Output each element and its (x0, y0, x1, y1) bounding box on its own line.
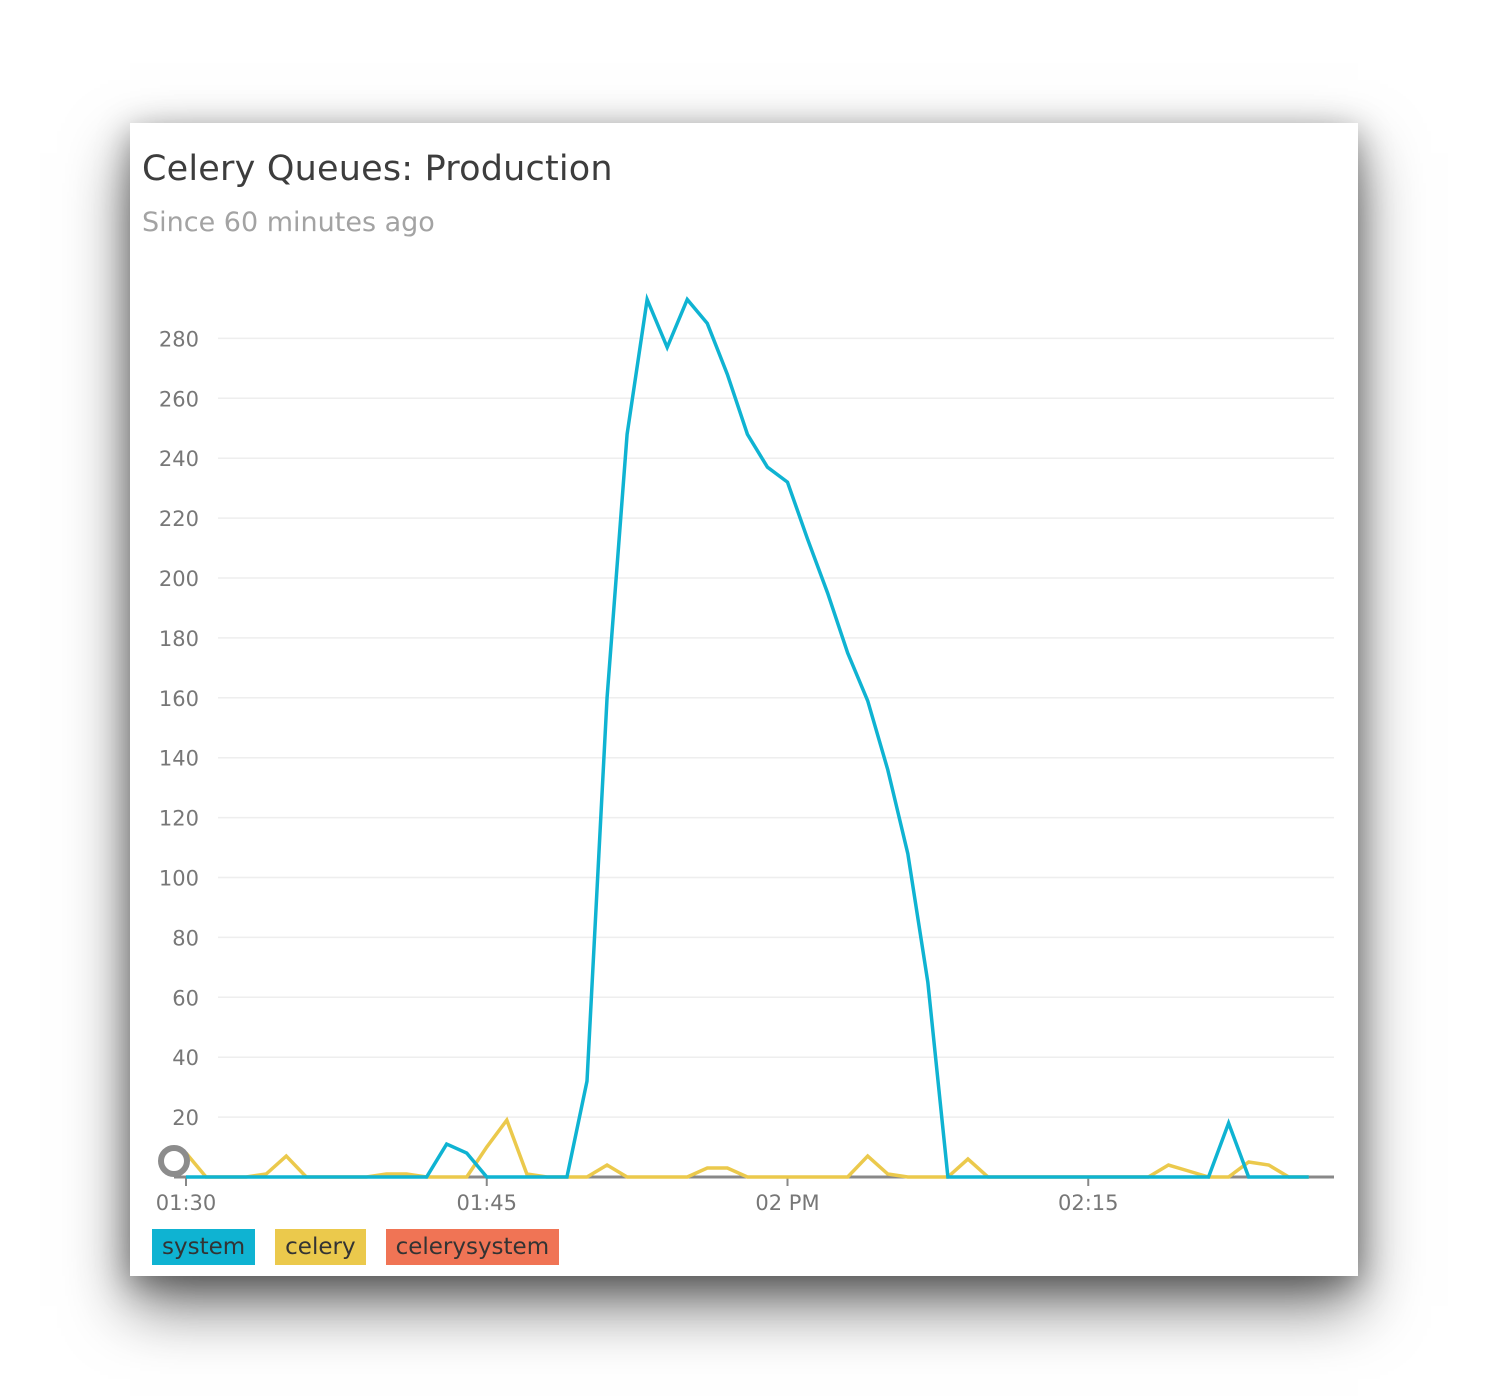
series-group (184, 293, 1309, 1179)
grid-lines (218, 337, 1334, 1118)
line-chart: 20 40 60 80 100 120 140 160 180 200 220 240 260 280 0… (156, 293, 1334, 1215)
y-tick-label: 60 (172, 986, 199, 1010)
y-tick-label: 200 (159, 567, 199, 591)
y-tick-label: 260 (159, 387, 199, 411)
x-axis: 01:30 01:45 02 PM 02:15 (156, 1175, 1334, 1215)
series-line-celery (184, 1116, 1309, 1179)
y-tick-label: 80 (172, 926, 199, 950)
y-tick-label: 240 (159, 447, 199, 471)
y-tick-label: 120 (159, 807, 199, 831)
y-tick-label: 220 (159, 507, 199, 531)
y-tick-label: 40 (172, 1046, 199, 1070)
x-tick-label: 02 PM (755, 1191, 819, 1215)
legend-item-system[interactable]: system (152, 1229, 256, 1265)
legend-item-celery[interactable]: celery (275, 1229, 366, 1265)
x-tick-label: 02:15 (1058, 1191, 1119, 1215)
y-tick-label: 180 (159, 627, 199, 651)
y-tick-label: 100 (159, 867, 199, 891)
hover-handle[interactable] (158, 1145, 190, 1177)
y-tick-label: 160 (159, 687, 199, 711)
y-tick-label: 280 (159, 327, 199, 351)
y-tick-label: 140 (159, 747, 199, 771)
legend-item-celerysystem[interactable]: celerysystem (385, 1229, 560, 1265)
chart-title: Celery Queues: Production (142, 149, 613, 189)
x-tick-label: 01:45 (456, 1191, 517, 1215)
legend: system celery celerysystem (152, 1229, 560, 1265)
x-tick-label: 01:30 (156, 1191, 217, 1215)
drag-handle-icon[interactable] (158, 1145, 190, 1177)
y-tick-label: 20 (172, 1106, 199, 1130)
chart-subtitle: Since 60 minutes ago (142, 207, 435, 238)
chart-card: Celery Queues: Production Since 60 minut… (130, 123, 1358, 1276)
y-axis: 20 40 60 80 100 120 140 160 180 200 220 240 260 280 (159, 327, 199, 1130)
series-line-system (186, 293, 1309, 1179)
